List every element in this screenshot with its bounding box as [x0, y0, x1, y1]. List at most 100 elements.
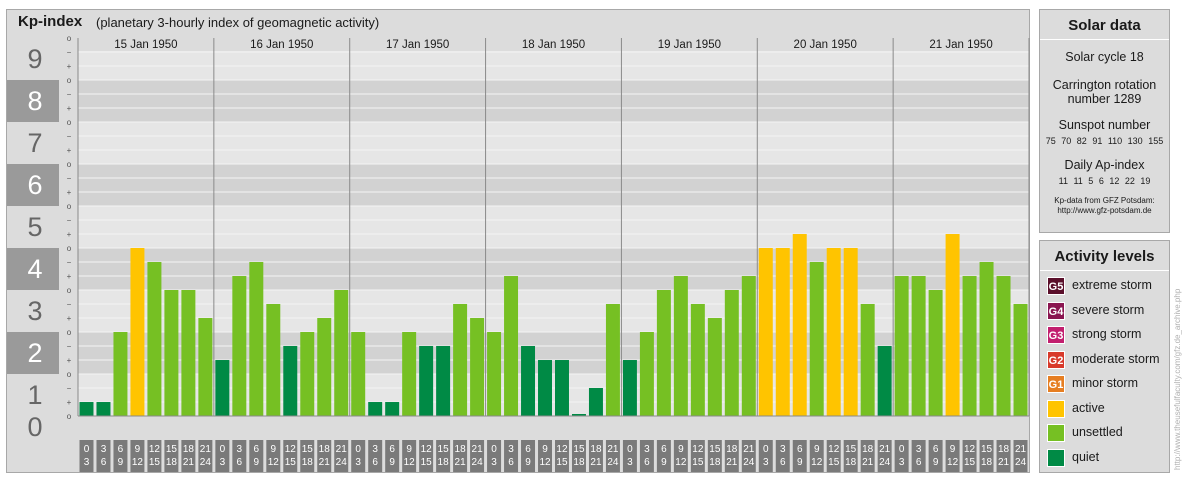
interval-start-label: 18 — [998, 444, 1010, 455]
kp-bar — [928, 290, 943, 416]
legend-label: strong storm — [1072, 327, 1142, 341]
carrington-line1: Carrington rotation — [1052, 78, 1157, 92]
copyright-text: http://www.theusefulfaculty.com/gfz.de_a… — [1173, 288, 1182, 470]
interval-box — [79, 440, 94, 472]
interval-end-label: 6 — [101, 457, 107, 468]
interval-box — [334, 440, 349, 472]
interval-end-label: 6 — [508, 457, 514, 468]
interval-end-label: 21 — [183, 457, 195, 468]
interval-box — [962, 440, 977, 472]
subtick-column — [60, 38, 78, 444]
data-source-link[interactable]: http://www.gfz-potsdam.de — [1057, 206, 1152, 215]
interval-start-label: 9 — [271, 444, 277, 455]
y-subtick-label: + — [67, 188, 72, 197]
y-subtick-label: o — [67, 202, 72, 211]
interval-box — [758, 440, 773, 472]
interval-end-label: 9 — [389, 457, 395, 468]
interval-box — [996, 440, 1011, 472]
kp-bar — [673, 276, 688, 416]
interval-start-label: 12 — [692, 444, 704, 455]
interval-box — [317, 440, 332, 472]
sunspot-title: Sunspot number — [1058, 118, 1151, 132]
kp-bar — [571, 414, 586, 416]
legend-swatch: G5 — [1047, 277, 1065, 295]
y-band — [7, 332, 59, 374]
interval-box — [605, 440, 620, 472]
solar-data-panel: Solar data Solar cycle 18 Carrington rot… — [1039, 9, 1170, 233]
kp-bar — [249, 261, 264, 416]
interval-end-label: 9 — [525, 457, 531, 468]
kp-band — [78, 164, 1029, 206]
kp-bar — [436, 345, 451, 416]
interval-end-label: 18 — [438, 457, 450, 468]
kp-bar — [1013, 303, 1028, 416]
interval-box — [911, 440, 926, 472]
interval-box — [198, 440, 213, 472]
y-subtick-label: o — [67, 76, 72, 85]
interval-start-label: 6 — [389, 444, 395, 455]
legend-swatch: G1 — [1047, 375, 1065, 393]
legend-label: quiet — [1072, 449, 1100, 464]
y-subtick-label: o — [67, 118, 72, 127]
interval-start-label: 21 — [336, 444, 348, 455]
kp-bar — [300, 332, 315, 416]
interval-start-label: 6 — [118, 444, 124, 455]
y-band — [7, 80, 59, 122]
day-label: 19 Jan 1950 — [658, 39, 721, 51]
kp-bar — [232, 276, 247, 416]
kp-bar — [79, 402, 94, 416]
interval-box — [351, 440, 366, 472]
interval-end-label: 12 — [404, 457, 416, 468]
y-subtick-label: − — [67, 48, 72, 57]
sunspot-values: 75 70 82 91 110 130 155 — [1045, 136, 1164, 146]
interval-end-label: 21 — [862, 457, 874, 468]
interval-end-label: 9 — [254, 457, 260, 468]
interval-box — [368, 440, 383, 472]
interval-start-label: 18 — [319, 444, 331, 455]
day-header-row — [78, 37, 1029, 51]
interval-start-label: 0 — [220, 444, 226, 455]
interval-box — [300, 440, 315, 472]
data-source: Kp-data from GFZ Potsdam: http://www.gfz… — [1040, 196, 1169, 216]
interval-end-label: 24 — [743, 457, 755, 468]
interval-box — [249, 440, 264, 472]
solar-cycle: Solar cycle 18 — [1065, 50, 1144, 64]
interval-box — [792, 440, 807, 472]
kp-bar — [164, 290, 179, 416]
interval-box — [521, 440, 536, 472]
kp-bar — [809, 261, 824, 416]
interval-box — [402, 440, 417, 472]
interval-start-label: 6 — [797, 444, 803, 455]
kp-bar — [690, 303, 705, 416]
kp-bar — [538, 360, 552, 416]
interval-box — [283, 440, 298, 472]
y-subtick-label: o — [67, 34, 72, 43]
carrington-rotation: Carrington rotation number 1289 — [1040, 78, 1169, 106]
interval-end-label: 12 — [539, 457, 551, 468]
interval-start-label: 12 — [556, 444, 568, 455]
interval-end-label: 12 — [811, 457, 823, 468]
day-label: 20 Jan 1950 — [794, 39, 857, 51]
interval-box — [826, 440, 841, 472]
interval-end-label: 15 — [421, 457, 433, 468]
interval-box — [538, 440, 552, 472]
interval-start-label: 21 — [472, 444, 484, 455]
interval-end-label: 9 — [933, 457, 939, 468]
legend-item: G5 extreme storm — [1040, 274, 1169, 299]
interval-box — [809, 440, 824, 472]
interval-box — [470, 440, 485, 472]
interval-end-label: 21 — [998, 457, 1010, 468]
legend-label: moderate storm — [1072, 351, 1160, 366]
interval-end-label: 15 — [692, 457, 704, 468]
y-subtick-label: − — [67, 258, 72, 267]
y-subtick-label: − — [67, 174, 72, 183]
interval-box — [215, 440, 230, 472]
day-label: 18 Jan 1950 — [522, 39, 585, 51]
interval-box — [622, 440, 637, 472]
legend-swatch: G4 — [1047, 301, 1065, 320]
kp-bar — [979, 261, 994, 416]
interval-start-label: 18 — [726, 444, 738, 455]
interval-end-label: 3 — [84, 457, 90, 468]
y-subtick-label: − — [67, 132, 72, 141]
interval-start-label: 9 — [814, 444, 820, 455]
